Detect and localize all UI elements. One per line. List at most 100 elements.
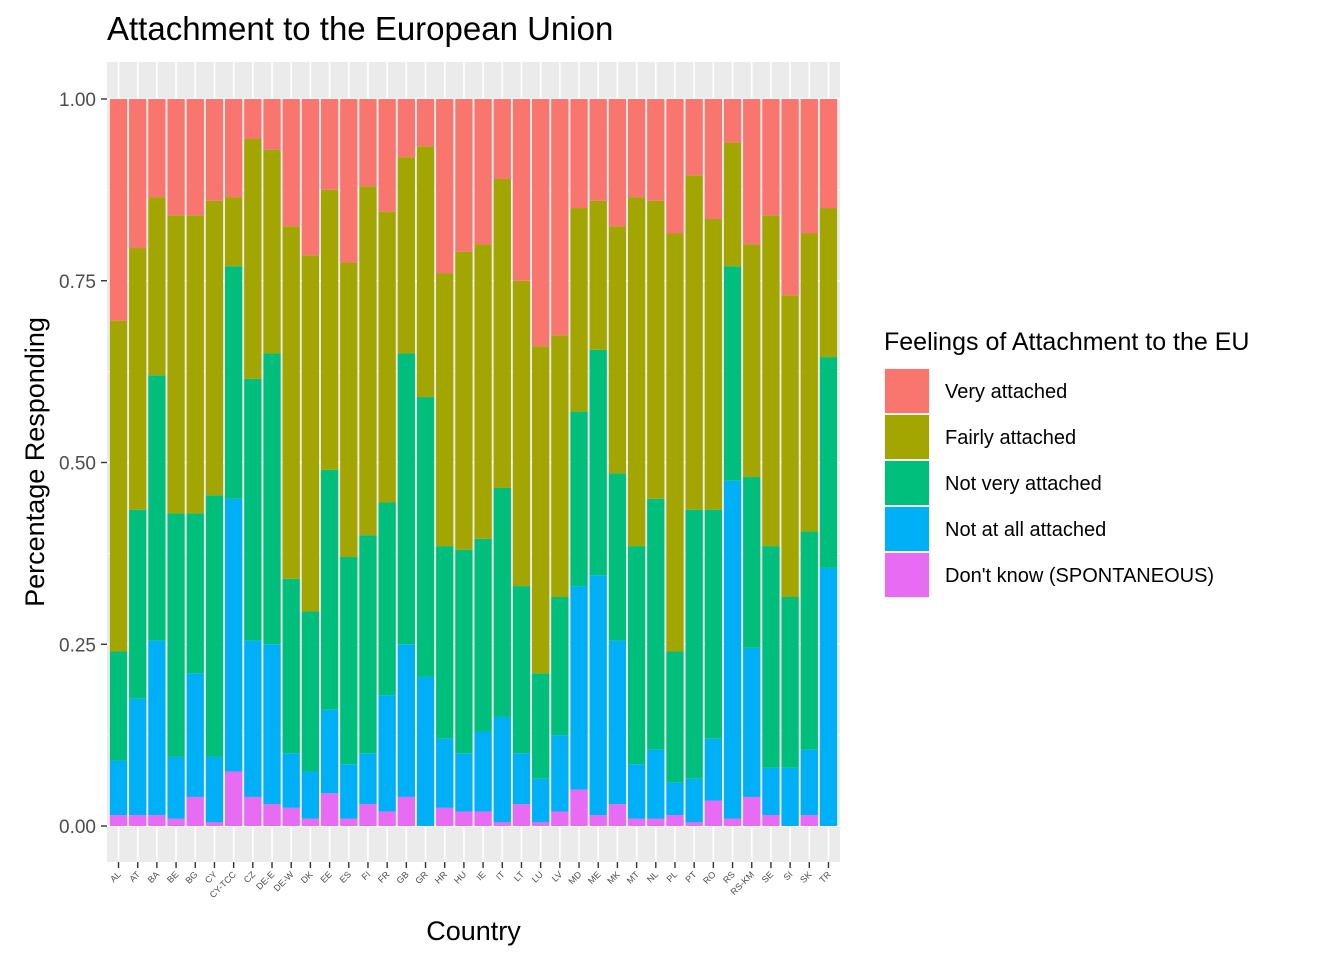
bar-segment [301,771,320,819]
bar-segment [685,822,703,826]
bar-segment [512,804,531,826]
bar-segment [282,753,300,808]
bar-segment [436,546,454,739]
bar-segment [589,349,607,576]
bar-segment [666,651,684,783]
bar-segment [397,157,415,354]
bar-segment [723,480,742,819]
bar-segment [225,197,243,267]
bar-segment [129,815,147,826]
bar-segment [666,815,684,826]
bar-segment [608,473,627,641]
bar-segment [186,215,204,514]
bar-segment [532,673,550,779]
bar-segment [666,782,684,816]
legend-items: Very attached Fairly attached Not very att… [884,368,1214,598]
bar-segment [186,673,204,797]
x-tick-label: SI [781,869,794,882]
bar-segment [436,273,454,547]
bar-segment [416,146,435,398]
x-tick-label: ME [586,869,603,886]
bar-segment [167,215,185,514]
bar-segment [532,778,550,823]
x-tick-label: PT [683,869,699,885]
bar-segment [512,586,531,754]
bar-segment [282,99,300,227]
bar-segment [244,138,262,379]
bar-segment [244,378,262,641]
bar-segment [512,280,531,587]
bar-segment [781,99,799,296]
bar-segment [129,248,147,510]
bar-segment [263,149,281,354]
bar-segment [263,99,281,150]
bar-segment [800,531,818,750]
bar-segment [762,99,780,216]
bar-segment [205,200,224,496]
bar-segment [666,233,684,652]
bar-segment [397,99,415,158]
legend-title: Feelings of Attachment to the EU [884,328,1249,356]
bar-segment [781,295,799,597]
bar-segment [359,186,377,536]
bar-segment [455,251,473,550]
bar-segment [436,738,454,808]
x-tick-label: BG [183,869,199,885]
bar-segment [589,575,607,816]
bar-segment [109,99,128,321]
bar-segment [704,738,722,801]
bar-segment [704,218,722,510]
bar-segment [493,822,511,826]
x-tick-label: BE [165,869,181,885]
x-tick-label: LT [512,869,526,883]
bar-segment [685,509,703,779]
x-tick-label: NL [645,869,660,884]
bar-segment [493,178,511,488]
bar-segment [474,538,492,732]
bar-segment [608,640,627,805]
bar-segment [359,99,377,187]
bar-segment [109,651,128,761]
x-tick-label: IE [474,869,487,882]
bar-segment [551,335,569,597]
bar-segment [762,546,780,768]
bar-segment [416,99,435,147]
x-tick-label: TR [817,869,833,885]
bar-segment [627,818,646,826]
bar-segment [474,811,492,826]
bar-segment [359,535,377,754]
bar-segment [685,175,703,510]
bar-segment [109,760,128,816]
bar-segment [532,99,550,347]
bar-segment [493,716,511,823]
bar-segment [743,244,761,478]
bar-segment [743,99,761,245]
bar-segment [205,99,224,201]
legend-key [885,369,929,413]
bar-segment [340,818,358,826]
bar-segment [263,804,281,826]
bar-segment [225,771,243,826]
bar-segment [704,99,722,219]
bar-segment [589,815,607,826]
bar-segment [512,99,531,281]
x-tick-label: LU [530,869,545,884]
bar-segment [320,793,339,826]
bar-segment [225,99,243,198]
legend-key [885,461,929,505]
bar-segment [800,99,818,234]
bar-segment [148,375,166,641]
bar-segment [186,796,204,826]
x-tick-label: HU [452,869,468,885]
bar-segment [762,215,780,547]
legend-key [885,415,929,459]
bar-segment [416,676,435,826]
bar-segment [743,796,761,826]
bar-segment [359,753,377,805]
bar-segment [532,346,550,674]
bar-segment [647,498,665,750]
bar-segment [589,99,607,201]
bar-segment [148,197,166,376]
bar-segment [627,99,646,198]
